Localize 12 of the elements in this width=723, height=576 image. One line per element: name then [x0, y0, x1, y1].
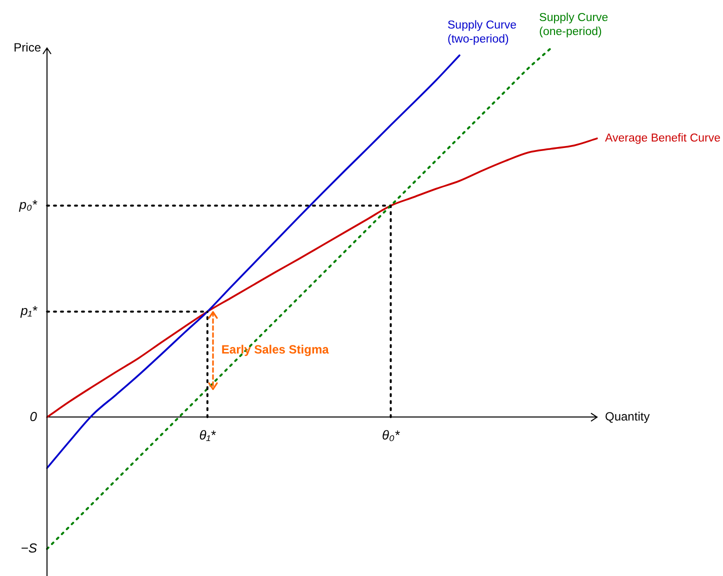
- series-label: Supply Curve (two-period): [448, 20, 517, 46]
- series-label: Supply Curve (one-period): [539, 12, 608, 38]
- x-axis-title: Quantity: [605, 409, 650, 424]
- series-label: p₀*: [18, 197, 38, 212]
- text: 0: [30, 408, 38, 424]
- x-tick-label: θ₀*: [382, 428, 400, 443]
- series-label: p₁*: [20, 303, 38, 318]
- x-tick-label: θ₁*: [199, 428, 216, 443]
- y-axis-title: Price: [14, 40, 42, 54]
- text: −S: [20, 540, 38, 556]
- series-label: Average Benefit Curve: [605, 132, 720, 145]
- annotation: Early Sales Stigma: [221, 342, 330, 356]
